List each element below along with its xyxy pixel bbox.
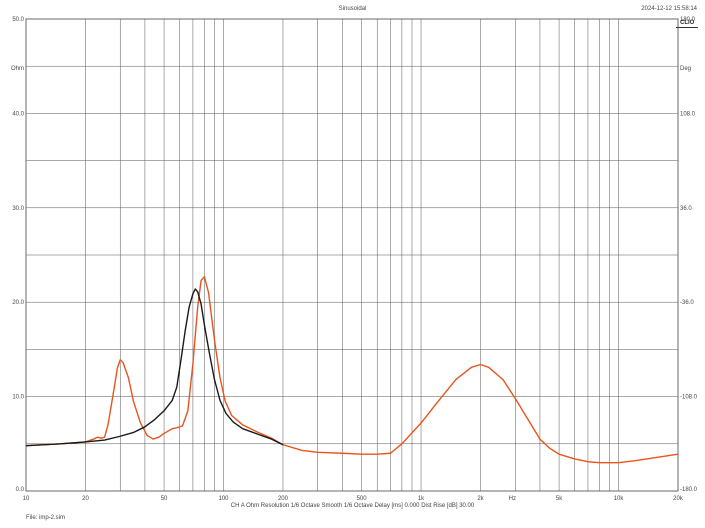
brand-logo-rule (676, 27, 698, 28)
y-left-tick-label: 10.0 (12, 395, 24, 401)
x-tick-label: 20k (673, 496, 684, 502)
chart-title: Sinusoidal (338, 6, 367, 12)
x-tick-label: 10k (614, 496, 625, 502)
x-tick-label: 50 (161, 496, 168, 502)
x-tick-label: 200 (278, 496, 289, 502)
y-left-unit-label: Ohm (11, 66, 24, 72)
brand-logo: CLIO (680, 20, 695, 26)
y-left-tick-label: 50.0 (12, 17, 24, 23)
horizontal-grid (26, 65, 678, 445)
y-left-tick-label: 0.0 (16, 487, 25, 493)
x-tick-label: 100 (219, 496, 230, 502)
axis-labels: 10 20 50 100 200 500 1k 2k 5k 10k 20k Hz 0.0 10.0 20.0… (11, 17, 698, 502)
y-right-tick-label: -108.0 (680, 395, 698, 401)
y-right-unit-label: Deg (680, 66, 691, 72)
y-right-tick-label: -180.0 (680, 487, 698, 493)
y-right-tick-label: 180.0 (680, 17, 696, 23)
y-left-tick-label: 40.0 (12, 111, 24, 117)
series-layer (25, 276, 679, 464)
x-tick-label: 1k (418, 496, 425, 502)
y-left-tick-label: 30.0 (12, 206, 24, 212)
y-right-tick-label: -36.0 (680, 300, 694, 306)
file-name: File: imp-2.sim (26, 515, 66, 521)
timestamp: 2024-12-12 15:58:14 (641, 6, 697, 12)
y-right-tick-label: 108.0 (680, 111, 696, 117)
y-left-tick-label: 20.0 (12, 300, 24, 306)
x-tick-label: 500 (357, 496, 368, 502)
x-unit-label: Hz (509, 496, 516, 502)
y-right-tick-label: 36.0 (680, 206, 692, 212)
series-line-orange (25, 276, 679, 464)
measurement-settings: CH A Ohm Resolution 1/6 Octave Smooth 1/… (230, 503, 475, 509)
x-tick-label: 2k (477, 496, 484, 502)
x-tick-label: 10 (23, 496, 30, 502)
x-tick-label: 5k (556, 496, 563, 502)
x-tick-label: 20 (82, 496, 89, 502)
vertical-grid (85, 19, 619, 491)
series-line-black (25, 288, 284, 447)
